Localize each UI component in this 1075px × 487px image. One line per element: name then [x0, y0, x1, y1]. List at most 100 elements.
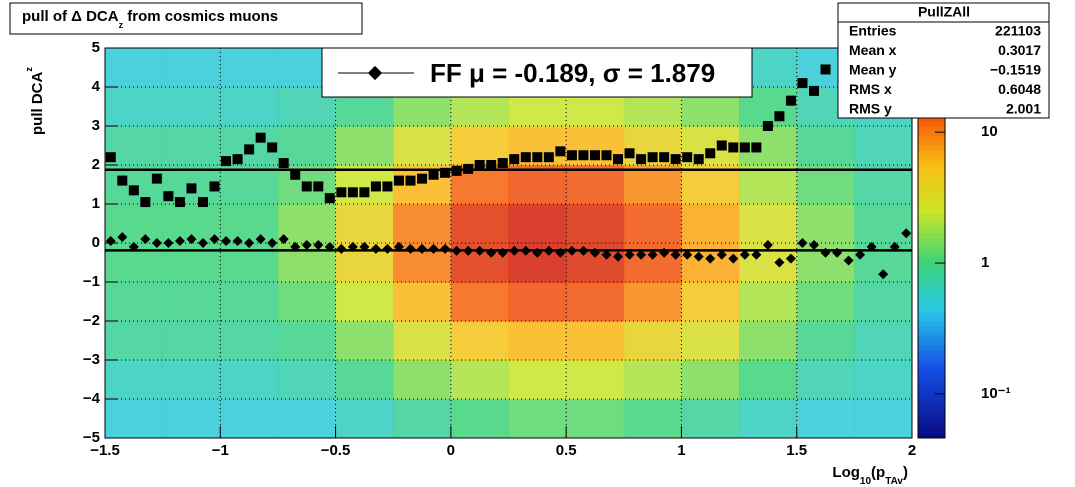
point	[117, 175, 128, 186]
point	[290, 241, 301, 252]
point	[636, 154, 647, 165]
color-step	[918, 160, 945, 166]
point	[417, 173, 428, 184]
heat-cell	[277, 399, 337, 439]
point	[589, 150, 600, 161]
heat-cell	[335, 282, 394, 322]
point	[566, 150, 577, 161]
point	[370, 181, 381, 192]
point	[578, 245, 589, 256]
color-step	[918, 204, 945, 210]
y-tick-label: 5	[92, 39, 100, 56]
heat-cell	[623, 399, 682, 439]
heat-cell	[335, 321, 394, 361]
legend-text: FF μ = -0.189, σ = 1.879	[430, 58, 715, 88]
heat-cell	[450, 282, 509, 322]
point	[463, 163, 474, 174]
heat-cell	[566, 360, 625, 400]
heat-cell	[220, 360, 279, 400]
color-step	[918, 350, 945, 356]
point	[670, 249, 681, 260]
color-step	[918, 379, 945, 385]
point	[197, 238, 208, 248]
heat-cell	[393, 282, 452, 322]
point	[866, 241, 877, 252]
point	[832, 247, 843, 258]
heat-cell	[796, 321, 855, 361]
point	[278, 234, 289, 245]
color-step	[918, 257, 945, 263]
point	[613, 154, 624, 165]
point	[244, 238, 255, 248]
point	[151, 238, 162, 248]
color-step	[918, 213, 945, 220]
heat-cell	[854, 399, 913, 439]
point	[659, 247, 670, 258]
heat-cell	[220, 399, 279, 439]
point	[555, 146, 566, 157]
title-main: pull of Δ DCA	[22, 8, 119, 25]
y-tick-label: 0	[92, 234, 100, 251]
stats-key: Entries	[849, 23, 897, 39]
heat-cell	[220, 282, 279, 322]
y-tick-label: −1	[83, 273, 100, 290]
x-tick-label: 1.5	[786, 442, 807, 459]
color-step	[918, 179, 945, 185]
color-step	[918, 394, 945, 400]
point	[140, 234, 151, 245]
point	[509, 245, 520, 256]
heat-cell	[681, 360, 740, 400]
heat-cell	[105, 87, 164, 127]
heat-cell	[681, 399, 740, 439]
xl-sub2: TAv	[885, 476, 903, 487]
point	[509, 154, 520, 165]
heat-cell	[796, 204, 855, 244]
point	[601, 150, 612, 161]
color-step	[918, 145, 945, 151]
heat-cell	[450, 360, 509, 400]
point	[693, 251, 704, 262]
heat-cell	[854, 360, 913, 400]
point	[463, 245, 474, 256]
heat-cell	[162, 87, 221, 127]
heat-cell	[566, 321, 625, 361]
point	[244, 144, 255, 155]
color-step	[918, 335, 945, 341]
point	[428, 243, 439, 254]
z-tick-label: 10	[981, 123, 998, 140]
heat-cell	[162, 282, 221, 322]
color-step	[918, 291, 945, 298]
heat-cell	[450, 399, 509, 439]
point	[636, 249, 647, 260]
point	[359, 187, 370, 198]
point	[820, 64, 831, 75]
point	[313, 181, 324, 192]
color-step	[918, 316, 945, 322]
point	[128, 241, 139, 252]
color-step	[918, 121, 945, 127]
stats-key: Mean x	[849, 42, 897, 58]
point	[128, 185, 139, 196]
heat-cell	[450, 204, 509, 244]
heat-cell	[277, 204, 337, 244]
heat-cell	[508, 165, 567, 205]
heat-cell	[623, 204, 682, 244]
x-tick-label: −1.5	[90, 442, 120, 459]
stats-value: 2.001	[1006, 101, 1041, 117]
x-tick-label: 1	[677, 442, 685, 459]
heat-cell	[335, 204, 394, 244]
point	[336, 187, 347, 198]
point	[105, 152, 116, 163]
heat-cell	[508, 282, 567, 322]
point	[255, 132, 266, 143]
point	[762, 239, 773, 250]
heat-cell	[105, 360, 164, 400]
point	[797, 238, 808, 248]
point	[209, 234, 220, 245]
point	[520, 152, 531, 163]
point	[393, 175, 404, 186]
point	[301, 239, 312, 250]
color-step	[918, 130, 945, 137]
heat-cell	[566, 282, 625, 322]
